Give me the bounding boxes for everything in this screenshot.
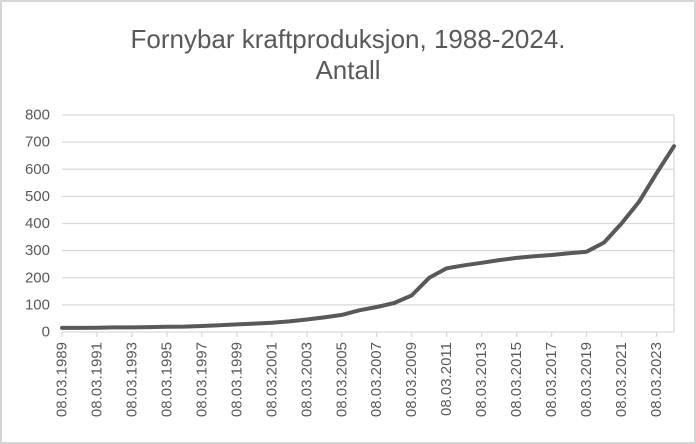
y-axis-tick-label: 100 — [25, 296, 50, 313]
y-axis-tick-label: 300 — [25, 242, 50, 259]
y-axis-tick-label: 500 — [25, 188, 50, 205]
y-axis-tick-label: 200 — [25, 269, 50, 286]
x-axis-tick-label: 08.03.1995 — [158, 342, 175, 417]
x-axis-tick-label: 08.03.2011 — [438, 342, 455, 416]
x-axis-tick-label: 08.03.1993 — [123, 342, 140, 417]
y-axis-tick-label: 600 — [25, 161, 50, 178]
y-axis-tick-label: 800 — [25, 107, 50, 124]
x-axis-tick-label: 08.03.2009 — [403, 342, 420, 417]
y-axis-tick-label: 700 — [25, 134, 50, 151]
x-axis-tick-label: 08.03.2015 — [508, 342, 525, 417]
x-axis-tick-label: 08.03.2023 — [648, 342, 665, 417]
x-axis-tick-label: 08.03.2005 — [333, 342, 350, 417]
x-axis-tick-label: 08.03.1997 — [193, 342, 210, 417]
x-axis-tick-label: 08.03.2007 — [368, 342, 385, 417]
x-axis-tick-label: 08.03.2021 — [613, 342, 630, 417]
x-axis-tick-label: 08.03.1999 — [228, 342, 245, 417]
x-axis-tick-label: 08.03.2001 — [263, 342, 280, 417]
x-axis-tick-label: 08.03.2017 — [543, 342, 560, 417]
y-axis-tick-label: 0 — [42, 324, 50, 341]
x-axis-tick-label: 08.03.2003 — [298, 342, 315, 417]
data-series-line — [60, 144, 676, 330]
x-axis-tick-label: 08.03.2019 — [578, 342, 595, 417]
y-axis-tick-label: 400 — [25, 215, 50, 232]
x-axis-tick-label: 08.03.2013 — [473, 342, 490, 417]
x-axis-tick-label: 08.03.1991 — [88, 342, 105, 417]
x-axis-tick-label: 08.03.1989 — [54, 342, 71, 417]
